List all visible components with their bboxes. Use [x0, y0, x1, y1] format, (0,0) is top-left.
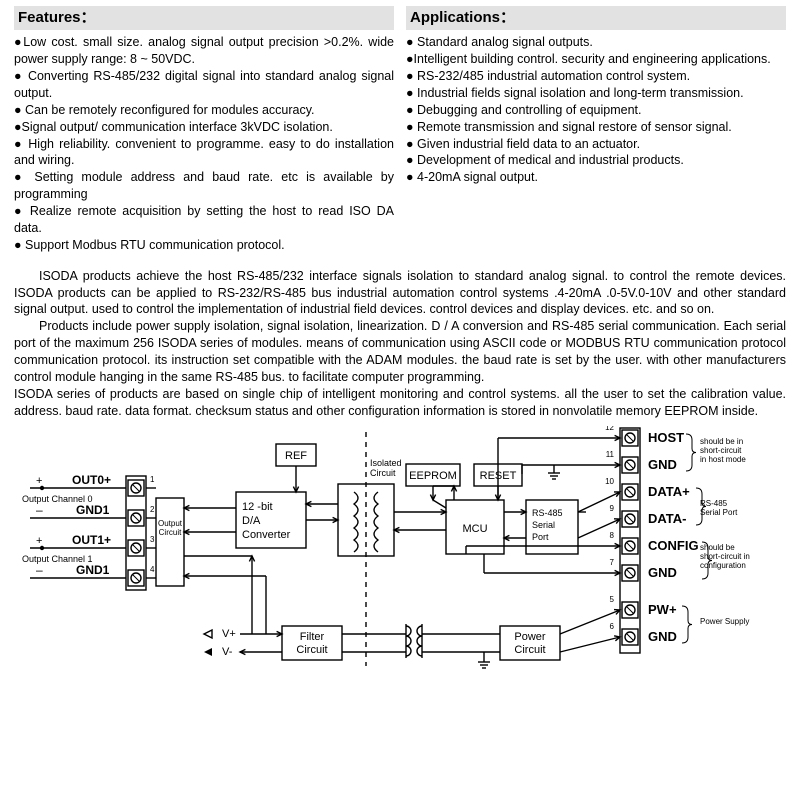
svg-text:GND1: GND1 — [76, 503, 110, 517]
svg-text:Circuit: Circuit — [296, 644, 327, 656]
svg-text:HOST: HOST — [648, 430, 684, 445]
svg-text:PW+: PW+ — [648, 602, 677, 617]
svg-text:configuration: configuration — [700, 561, 746, 570]
svg-text:4: 4 — [150, 565, 155, 574]
svg-text:Output: Output — [158, 519, 183, 528]
applications-list: ● Standard analog signal outputs. ●Intel… — [406, 34, 786, 186]
svg-text:9: 9 — [610, 504, 615, 513]
svg-text:Filter: Filter — [300, 631, 325, 643]
svg-text:EEPROM: EEPROM — [409, 470, 457, 482]
svg-text:V+: V+ — [222, 628, 236, 640]
svg-text:1: 1 — [150, 475, 155, 484]
svg-text:OUT1+: OUT1+ — [72, 533, 111, 547]
svg-text:GND: GND — [648, 565, 677, 580]
applications-heading: Applications： — [406, 6, 786, 30]
svg-text:OUT0+: OUT0+ — [72, 473, 111, 487]
svg-text:Power Supply: Power Supply — [700, 617, 749, 626]
svg-text:Converter: Converter — [242, 529, 291, 541]
svg-text:should be: should be — [700, 543, 735, 552]
svg-text:5: 5 — [610, 595, 615, 604]
body-paragraphs: ISODA products achieve the host RS-485/2… — [14, 268, 786, 420]
svg-text:Serial: Serial — [532, 520, 555, 530]
svg-text:+: + — [36, 475, 42, 487]
svg-text:CONFIG: CONFIG — [648, 538, 699, 553]
svg-text:GND: GND — [648, 457, 677, 472]
svg-text:MCU: MCU — [462, 523, 487, 535]
svg-text:12: 12 — [605, 426, 614, 432]
svg-text:11: 11 — [606, 450, 615, 459]
svg-text:DATA+: DATA+ — [648, 484, 690, 499]
svg-text:Port: Port — [532, 532, 549, 542]
features-list: ●Low cost. small size. analog signal out… — [14, 34, 394, 253]
svg-text:should be in: should be in — [700, 437, 743, 446]
svg-text:V-: V- — [222, 646, 233, 658]
svg-text:2: 2 — [150, 505, 155, 514]
svg-text:–: – — [36, 563, 43, 577]
svg-text:GND1: GND1 — [76, 563, 110, 577]
svg-text:Isolated: Isolated — [370, 458, 402, 468]
svg-text:Circuit: Circuit — [370, 468, 396, 478]
svg-text:RS-485: RS-485 — [532, 508, 563, 518]
svg-text:DATA-: DATA- — [648, 511, 687, 526]
svg-text:+: + — [36, 535, 42, 547]
svg-text:12 -bit: 12 -bit — [242, 501, 273, 513]
svg-text:–: – — [36, 503, 43, 517]
svg-text:D/A: D/A — [242, 515, 261, 527]
features-heading: Features： — [14, 6, 394, 30]
svg-text:8: 8 — [610, 531, 615, 540]
svg-text:10: 10 — [605, 477, 614, 486]
svg-text:Circuit: Circuit — [159, 528, 182, 537]
svg-text:REF: REF — [285, 450, 307, 462]
block-diagram: 1234+OUT0+Output Channel 0–GND1+OUT1+Out… — [14, 426, 786, 679]
svg-text:Serial Port: Serial Port — [700, 508, 738, 517]
svg-text:3: 3 — [150, 535, 155, 544]
svg-text:short-circuit in: short-circuit in — [700, 552, 750, 561]
svg-text:Power: Power — [514, 631, 546, 643]
svg-text:short-circuit: short-circuit — [700, 446, 742, 455]
svg-text:Circuit: Circuit — [514, 644, 545, 656]
svg-text:GND: GND — [648, 629, 677, 644]
svg-text:in host mode: in host mode — [700, 455, 746, 464]
svg-text:6: 6 — [610, 622, 615, 631]
svg-text:7: 7 — [610, 558, 615, 567]
